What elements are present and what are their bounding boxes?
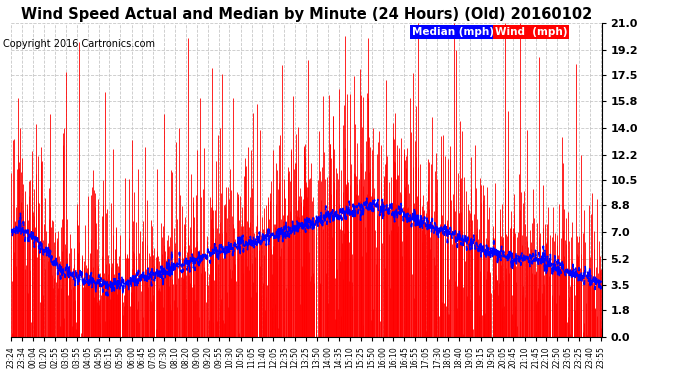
Text: Copyright 2016 Cartronics.com: Copyright 2016 Cartronics.com xyxy=(3,39,155,50)
Text: Wind  (mph): Wind (mph) xyxy=(495,27,567,37)
Title: Wind Speed Actual and Median by Minute (24 Hours) (Old) 20160102: Wind Speed Actual and Median by Minute (… xyxy=(21,7,592,22)
Text: Median (mph): Median (mph) xyxy=(412,27,494,37)
